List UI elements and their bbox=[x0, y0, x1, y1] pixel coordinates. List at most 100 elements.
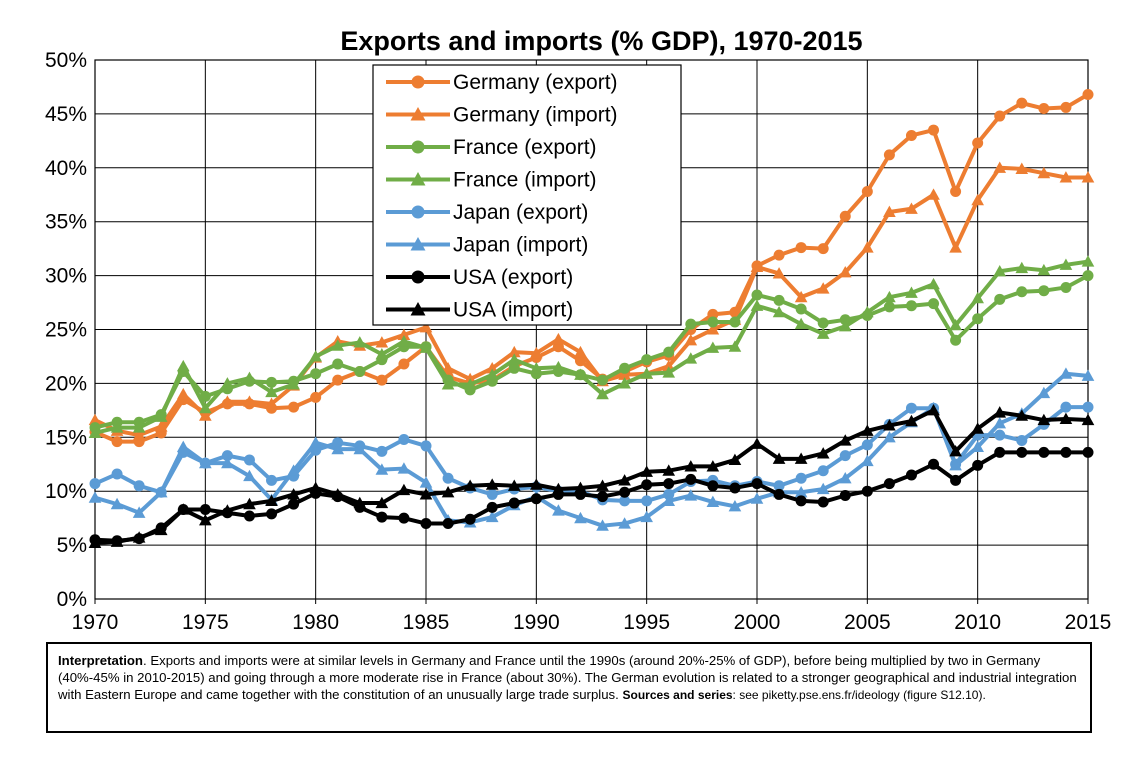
legend-marker-germany-import bbox=[410, 107, 426, 121]
y-tick-label: 10% bbox=[45, 480, 87, 503]
data-point-usa-import bbox=[287, 488, 300, 500]
data-point-usa-export bbox=[839, 490, 851, 502]
data-point-usa-import bbox=[552, 482, 565, 495]
data-point-germany-import bbox=[419, 321, 433, 333]
data-point-germany-export bbox=[1060, 101, 1072, 113]
data-point-japan-import bbox=[750, 492, 764, 504]
data-point-usa-import bbox=[574, 481, 587, 494]
data-point-france-export bbox=[817, 317, 829, 329]
data-point-usa-import bbox=[331, 488, 345, 500]
data-point-usa-export bbox=[972, 459, 984, 471]
data-point-japan-export bbox=[641, 495, 653, 507]
data-point-japan-import bbox=[640, 510, 653, 523]
data-point-usa-export bbox=[751, 478, 763, 490]
data-point-japan-import bbox=[221, 456, 234, 469]
data-point-usa-import bbox=[199, 513, 212, 526]
data-point-japan-import bbox=[618, 517, 631, 529]
data-point-germany-export bbox=[839, 210, 851, 222]
data-point-japan-export bbox=[861, 439, 873, 451]
data-point-usa-import bbox=[1015, 409, 1029, 421]
data-point-japan-import bbox=[287, 464, 300, 476]
data-point-germany-import bbox=[861, 241, 874, 253]
data-point-usa-export bbox=[729, 482, 741, 494]
data-point-usa-import bbox=[883, 419, 896, 431]
data-point-france-import bbox=[640, 367, 653, 379]
data-point-germany-import bbox=[750, 260, 764, 273]
data-point-france-import bbox=[331, 339, 345, 351]
data-point-france-import bbox=[441, 378, 455, 390]
data-point-germany-export bbox=[376, 374, 388, 386]
data-point-usa-import bbox=[507, 479, 521, 491]
x-tick-label: 1975 bbox=[182, 611, 229, 634]
legend-label-japan-export: Japan (export) bbox=[453, 201, 588, 224]
data-point-japan-import bbox=[309, 436, 322, 448]
sources-label: Sources and series bbox=[622, 688, 733, 702]
data-point-france-export bbox=[1060, 281, 1072, 293]
data-point-germany-import bbox=[993, 161, 1007, 173]
data-point-usa-export bbox=[663, 478, 675, 490]
data-point-france-import bbox=[574, 368, 587, 380]
data-point-usa-import bbox=[110, 535, 124, 547]
data-point-usa-import bbox=[154, 523, 168, 536]
legend-label-usa-import: USA (import) bbox=[453, 299, 573, 322]
legend-marker-japan-import bbox=[410, 237, 426, 251]
data-point-usa-import bbox=[662, 464, 676, 476]
data-point-usa-export bbox=[1082, 446, 1094, 458]
data-point-japan-export bbox=[1082, 401, 1094, 413]
data-point-germany-export bbox=[972, 137, 984, 149]
chart-title: Exports and imports (% GDP), 1970-2015 bbox=[340, 26, 862, 56]
data-point-usa-export bbox=[464, 513, 476, 525]
data-point-germany-export bbox=[707, 308, 719, 320]
data-point-japan-import bbox=[199, 456, 212, 469]
data-point-france-import bbox=[816, 327, 830, 339]
data-point-france-import bbox=[353, 336, 367, 348]
data-point-france-export bbox=[950, 334, 962, 346]
y-tick-label: 50% bbox=[45, 49, 87, 72]
data-point-france-import bbox=[397, 335, 411, 347]
data-point-france-import bbox=[485, 368, 499, 380]
data-point-japan-import bbox=[1059, 367, 1073, 379]
data-point-germany-import bbox=[221, 395, 234, 407]
data-point-usa-export bbox=[398, 512, 410, 524]
series-line-usa-export bbox=[94, 450, 1088, 543]
data-point-usa-export bbox=[883, 478, 895, 490]
data-point-japan-export bbox=[376, 445, 388, 457]
data-point-japan-export bbox=[1060, 401, 1072, 413]
data-point-japan-import bbox=[883, 430, 896, 443]
data-point-japan-import bbox=[552, 504, 565, 516]
data-point-france-export bbox=[619, 362, 631, 374]
data-point-japan-export bbox=[398, 433, 410, 445]
data-point-france-export bbox=[310, 368, 322, 380]
legend-label-japan-import: Japan (import) bbox=[453, 234, 588, 257]
data-point-usa-export bbox=[508, 497, 520, 509]
x-tick-label: 2015 bbox=[1065, 611, 1112, 634]
data-point-japan-export bbox=[839, 450, 851, 462]
legend-marker-usa-import bbox=[410, 302, 426, 316]
data-point-usa-export bbox=[773, 488, 785, 500]
data-point-germany-import bbox=[1037, 166, 1051, 179]
data-point-usa-import bbox=[684, 460, 698, 472]
data-point-japan-export bbox=[486, 488, 498, 500]
data-point-japan-import bbox=[375, 463, 389, 475]
data-point-japan-import bbox=[574, 511, 587, 524]
data-point-usa-export bbox=[199, 504, 211, 516]
data-point-japan-import bbox=[353, 442, 367, 455]
data-point-france-export bbox=[266, 376, 278, 388]
series-line-france-import bbox=[94, 259, 1089, 435]
data-point-usa-import bbox=[88, 536, 102, 549]
legend-marker-france-export bbox=[411, 140, 425, 154]
data-point-usa-import bbox=[596, 479, 609, 491]
data-point-japan-export bbox=[420, 440, 432, 452]
data-point-france-import bbox=[905, 286, 918, 298]
y-tick-label: 35% bbox=[45, 211, 87, 234]
y-tick-label: 0% bbox=[57, 588, 87, 611]
series-line-france-export bbox=[94, 273, 1089, 430]
data-point-germany-import bbox=[397, 328, 411, 340]
data-point-usa-export bbox=[905, 469, 917, 481]
data-point-usa-import bbox=[618, 474, 631, 486]
data-point-germany-import bbox=[154, 420, 168, 432]
data-point-france-import bbox=[287, 378, 300, 390]
data-point-germany-import bbox=[706, 323, 720, 335]
data-point-japan-export bbox=[817, 465, 829, 477]
data-point-usa-import bbox=[750, 437, 764, 449]
